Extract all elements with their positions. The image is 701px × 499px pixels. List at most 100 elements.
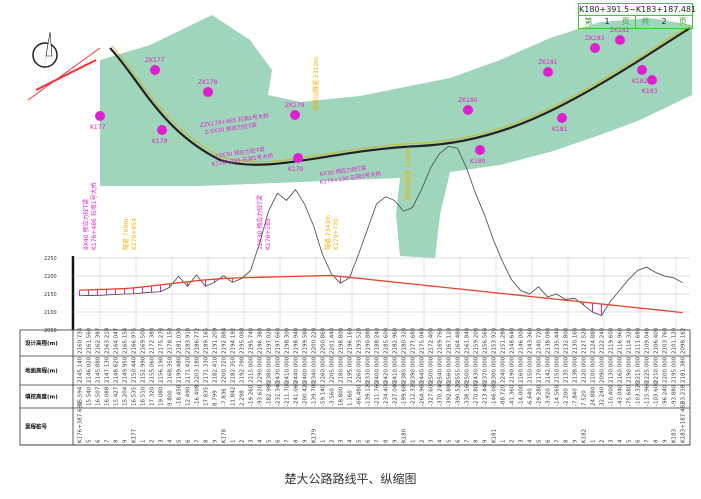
station-label: 9 <box>213 439 219 443</box>
table-cell: 2420.000 <box>384 356 390 383</box>
station-label: 9 <box>483 439 489 443</box>
tunnel-note: 蔡家山隧道 2342m <box>404 147 412 200</box>
table-cell: 2168.350 <box>168 356 174 383</box>
table-cell: 2140.720 <box>537 327 543 354</box>
table-cell: 2192.790 <box>240 356 246 383</box>
profile-annotation: 隧道 769m <box>122 219 130 250</box>
table-cell: 2199.480 <box>177 356 183 383</box>
table-cell: 2162.387 <box>96 327 102 354</box>
table-cell: 2290.000 <box>258 356 264 383</box>
station-label: 3 <box>519 439 525 443</box>
table-cell: 15.427 <box>114 386 120 406</box>
station-label: 6 <box>546 439 552 443</box>
table-cell: 2145.880 <box>96 356 102 383</box>
profile-annotation: K176+486 石坝1号大桥 <box>90 182 98 250</box>
stake-label: K177 <box>90 124 106 131</box>
table-cell: -29.280 <box>537 384 543 406</box>
station-label: 7 <box>285 439 291 443</box>
y-tick-label: 2250 <box>44 256 57 262</box>
station-label: 9 <box>123 439 129 443</box>
stake-label: ZK183 <box>585 35 605 42</box>
stake-marker-icon <box>647 75 657 85</box>
design-grade-line <box>79 274 683 314</box>
table-cell: -199.680 <box>402 381 408 406</box>
table-cell: 2167.120 <box>447 327 453 354</box>
table-cell: 2380.000 <box>402 356 408 383</box>
table-cell: 17.835 <box>204 386 210 406</box>
station-label: 9 <box>663 439 669 443</box>
table-cell: 12.490 <box>186 386 192 406</box>
table-cell: 2156.190 <box>159 356 165 383</box>
stake-label: K183 <box>642 88 658 95</box>
stake-label: ZK178 <box>198 79 218 86</box>
table-cell: -59.140 <box>321 384 327 406</box>
table-cell: -7.836 <box>222 388 228 406</box>
table-cell: 1.160 <box>348 390 354 406</box>
table-cell: 2177.680 <box>411 327 417 354</box>
y-tick-label: 2050 <box>44 328 57 334</box>
table-cell: 2440.000 <box>294 356 300 383</box>
stake-marker-icon <box>290 110 300 120</box>
table-cell: 15.204 <box>123 386 129 406</box>
table-cell: -6.640 <box>528 388 534 406</box>
table-cell: -227.040 <box>393 381 399 406</box>
table-cell: -139.780 <box>312 381 318 406</box>
table-cell: -327.600 <box>429 381 435 406</box>
station-label: 9 <box>393 439 399 443</box>
table-cell: 2390.000 <box>411 356 417 383</box>
terrain-map <box>100 15 692 258</box>
table-cell: 2142.000 <box>546 356 552 383</box>
table-cell: -43.040 <box>618 384 624 406</box>
table-cell: 2192.884 <box>222 327 228 354</box>
total-label-pre: 共 <box>641 17 650 26</box>
table-cell: 2240.000 <box>501 356 507 383</box>
station-label: K176+387.694 <box>78 401 84 443</box>
stake-marker-icon <box>150 65 160 75</box>
stake-label: ZK180 <box>458 97 478 104</box>
profile-annotation: K179+720 <box>333 218 340 250</box>
table-cell: -75.680 <box>627 384 633 406</box>
table-cell: 2540.000 <box>438 356 444 383</box>
table-cell: 2124.880 <box>591 327 597 354</box>
station-label: 9 <box>573 439 579 443</box>
station-label: 8 <box>474 439 480 443</box>
table-cell: -270.800 <box>474 381 480 406</box>
station-label: 5 <box>267 439 273 443</box>
table-cell: -139.120 <box>366 381 372 406</box>
station-label: K182 <box>582 429 588 443</box>
table-cell: 2160.734 <box>78 327 84 354</box>
table-cell: -66.480 <box>357 384 363 406</box>
table-cell: 2190.000 <box>627 356 633 383</box>
page-label-pre: 第 <box>584 17 593 26</box>
station-label: 2 <box>150 440 156 444</box>
station-label: 5 <box>87 439 93 443</box>
station-label: 7 <box>645 439 651 443</box>
y-tick-label: 2200 <box>44 274 57 280</box>
table-cell: 2410.000 <box>393 356 399 383</box>
table-cell: -19.260 <box>249 384 255 406</box>
table-cell: 2205.000 <box>330 356 336 383</box>
total-label-post: 页 <box>678 17 687 26</box>
station-label: 6 <box>96 439 102 443</box>
profile-annotation: 12X30 预应力砼T梁 <box>256 195 264 250</box>
table-cell: 2195.740 <box>249 327 255 354</box>
table-cell: 2260.000 <box>321 356 327 383</box>
tunnel-note: 蔡家山隧道 2312m <box>312 57 320 110</box>
table-cell: 2169.760 <box>438 327 444 354</box>
table-cell: 2170.000 <box>537 356 543 383</box>
station-label: 7 <box>465 439 471 443</box>
station-label: 6 <box>186 439 192 443</box>
table-cell: 2178.150 <box>168 327 174 354</box>
stake-label: ZK177 <box>145 57 165 64</box>
table-cell: 2225.000 <box>645 356 651 383</box>
table-cell: 2555.000 <box>456 356 462 383</box>
table-cell: 2186.772 <box>195 328 201 354</box>
table-cell: 2196.160 <box>348 327 354 354</box>
table-cell: 2153.920 <box>492 327 498 354</box>
table-cell: 2161.560 <box>87 327 93 354</box>
table-cell: 2130.160 <box>573 327 579 354</box>
table-cell: 2203.180 <box>195 356 201 383</box>
table-cell: 2175.270 <box>159 327 165 354</box>
table-cell: -212.320 <box>411 381 417 406</box>
profile-annotation: 8X40 预应力砼T梁 <box>82 199 90 250</box>
